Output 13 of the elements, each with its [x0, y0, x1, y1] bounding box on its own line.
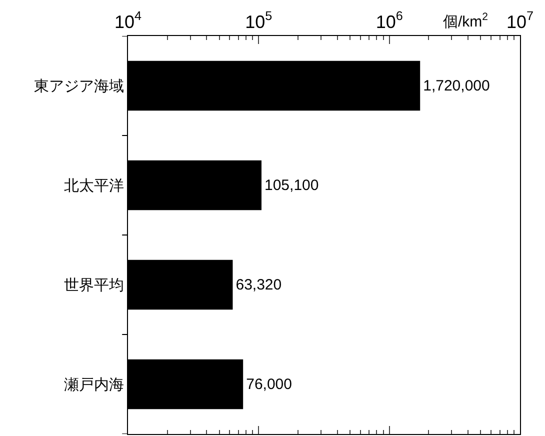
- y-tick-label: 北太平洋: [64, 178, 124, 194]
- data-label: 1,720,000: [423, 77, 490, 94]
- x-tick-label: 10$^{7}$: [506, 9, 534, 32]
- data-label: 76,000: [246, 376, 292, 393]
- x-tick-label: 10$^{4}$: [114, 9, 142, 32]
- data-label: 63,320: [236, 276, 282, 294]
- x-tick-label: 10$^{6}$: [376, 9, 403, 32]
- x-tick-label: 10$^{5}$: [245, 9, 272, 32]
- x-axis-title: 個/km$^{2}$: [443, 11, 488, 30]
- y-tick-label: 瀬戸内海: [64, 376, 124, 394]
- data-label: 105,100: [264, 176, 319, 194]
- y-tick-label: 東アジア海域: [34, 78, 124, 95]
- y-tick-label: 世界平均: [64, 277, 124, 294]
